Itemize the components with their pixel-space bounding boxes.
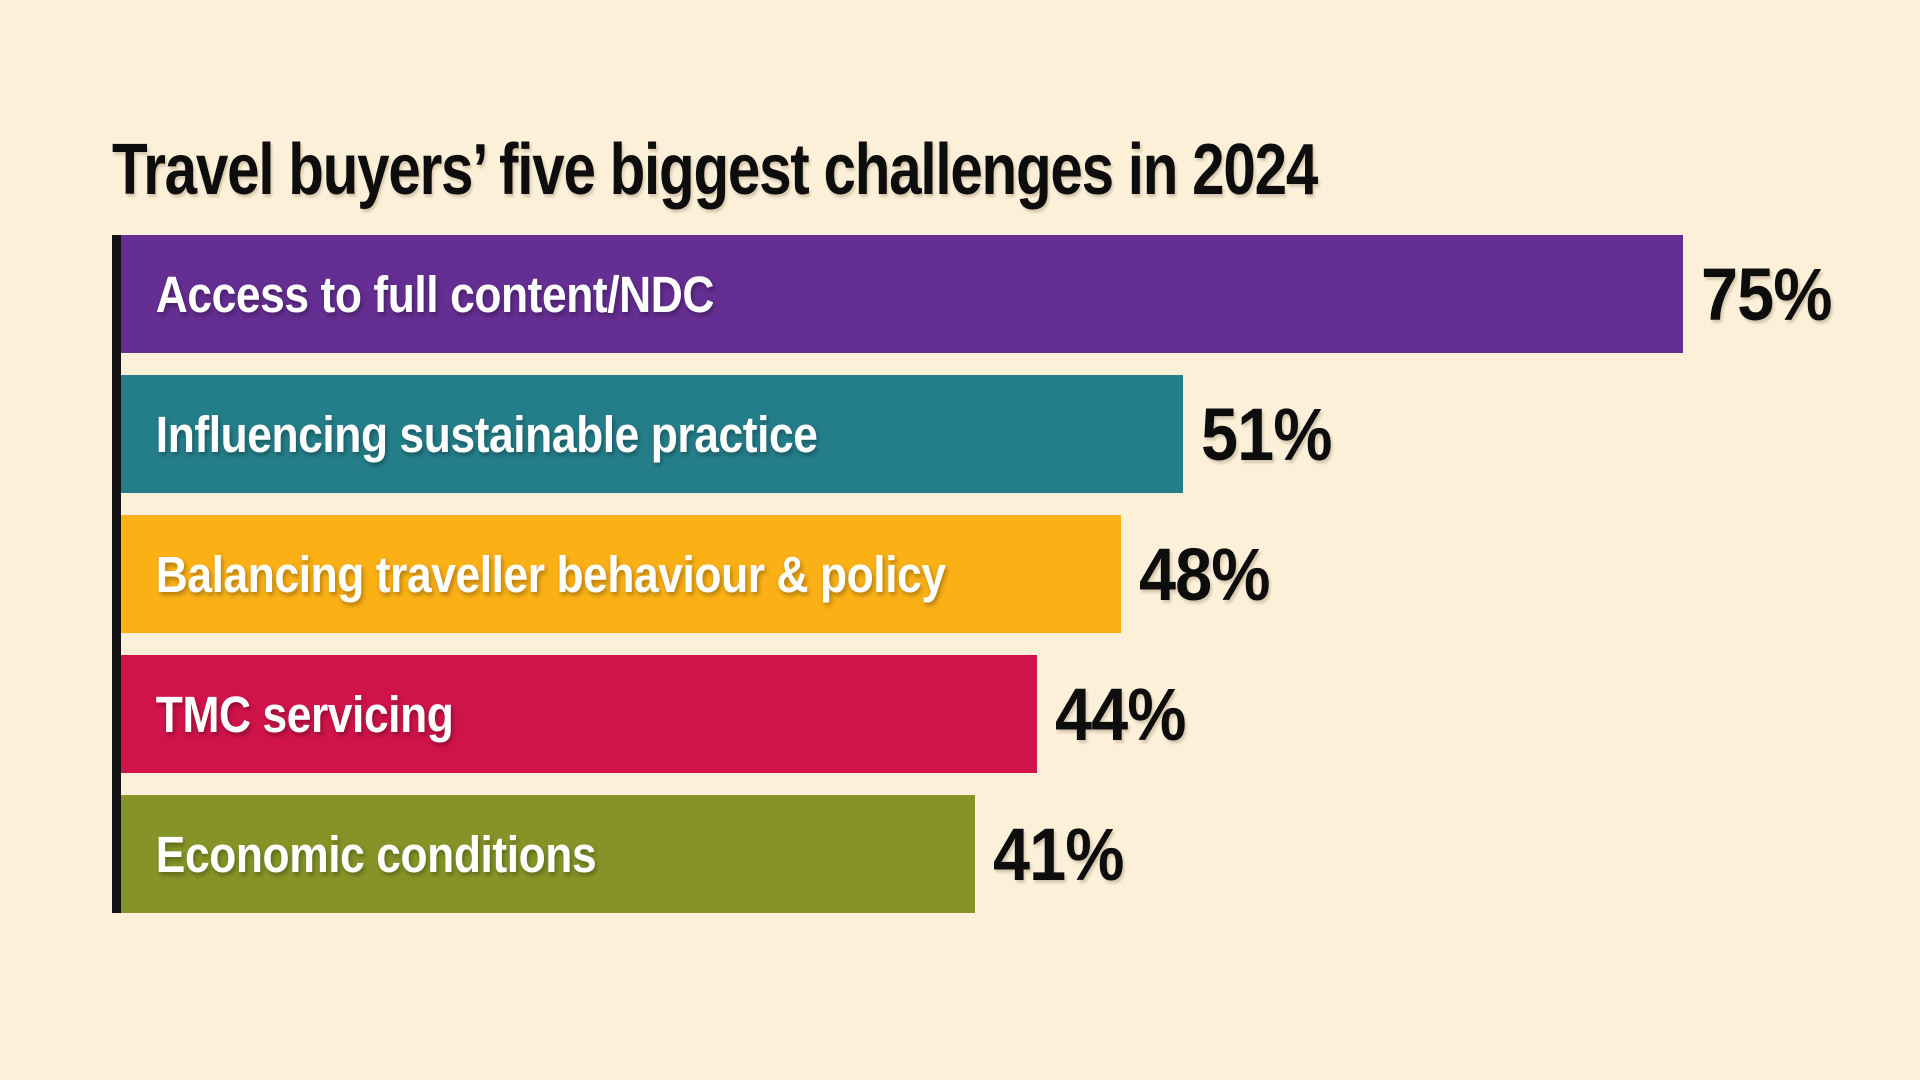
bar-value-label: 48% [1138, 532, 1270, 616]
bar-category-label: TMC servicing [155, 685, 454, 743]
bar-value-label: 41% [992, 812, 1124, 896]
bar-category-label: Balancing traveller behaviour & policy [155, 545, 946, 603]
bar-row: Access to full content/NDC 75% [121, 235, 1832, 353]
bar-influencing-sustainable-practice: Influencing sustainable practice [121, 375, 1184, 493]
bar-row: Economic conditions 41% [121, 795, 1683, 913]
bar-balancing-traveller-behaviour-policy: Balancing traveller behaviour & policy [121, 515, 1121, 633]
bar-value-label: 51% [1201, 392, 1332, 476]
bar-rows: Access to full content/NDC 75% Influencing… [121, 235, 1832, 913]
bar-category-label: Access to full content/NDC [155, 265, 715, 323]
bar-chart: Access to full content/NDC 75% Influencing… [112, 235, 1832, 913]
bar-category-label: Economic conditions [155, 825, 597, 883]
bar-tmc-servicing: TMC servicing [121, 655, 1038, 773]
bar-value-label: 44% [1055, 672, 1186, 756]
bar-access-to-full-content-ndc: Access to full content/NDC [121, 235, 1683, 353]
bar-category-label: Influencing sustainable practice [155, 405, 818, 463]
chart-title: Travel buyers’ five biggest challenges i… [112, 130, 1318, 211]
bar-value-label: 75% [1701, 252, 1832, 336]
bar-row: TMC servicing 44% [121, 655, 1683, 773]
bar-row: Influencing sustainable practice 51% [121, 375, 1683, 493]
bar-row: Balancing traveller behaviour & policy 48… [121, 515, 1683, 633]
bar-economic-conditions: Economic conditions [121, 795, 975, 913]
y-axis-line [112, 235, 121, 913]
